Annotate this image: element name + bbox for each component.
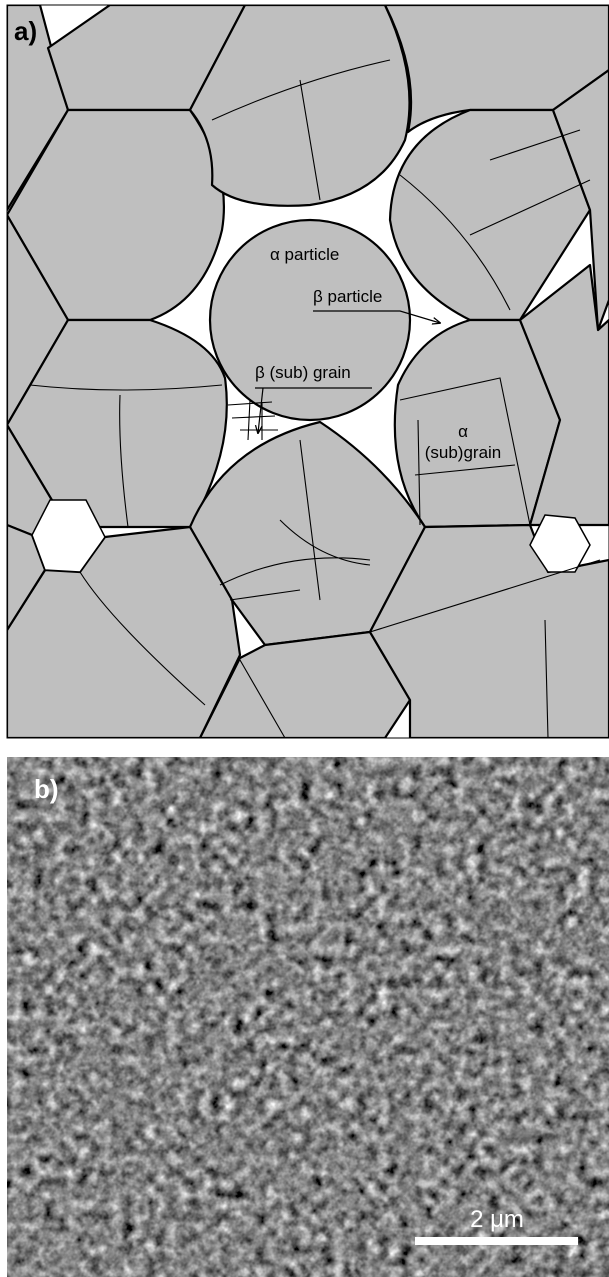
beta-particle <box>529 514 591 573</box>
arrow <box>255 387 372 433</box>
grain <box>388 108 592 322</box>
annotation: β (sub) grain <box>255 363 351 382</box>
subgrain-boundary <box>219 439 371 601</box>
subgrain-boundary <box>399 377 531 526</box>
alpha-particle <box>208 218 412 422</box>
annotation: α <box>458 422 468 441</box>
annotation: β particle <box>313 287 382 306</box>
annotation: (sub)grain <box>425 443 502 462</box>
subgrain-boundary <box>399 129 591 311</box>
arrow <box>313 310 440 323</box>
micrograph <box>7 757 609 1277</box>
schematic <box>7 5 609 738</box>
grain <box>518 263 609 527</box>
scale-bar-label: 2 μm <box>470 1206 524 1233</box>
grain <box>188 5 411 207</box>
subgrain-boundary <box>211 59 391 201</box>
scale-bar <box>415 1237 578 1245</box>
panel-frame <box>6 4 609 739</box>
grain <box>551 68 609 332</box>
grain <box>368 523 609 738</box>
panel-label: a) <box>14 16 37 46</box>
annotation: α particle <box>270 245 339 264</box>
panel-label: b) <box>34 774 59 804</box>
subgrain-boundary <box>29 384 223 528</box>
subgrain-boundary <box>79 559 601 738</box>
